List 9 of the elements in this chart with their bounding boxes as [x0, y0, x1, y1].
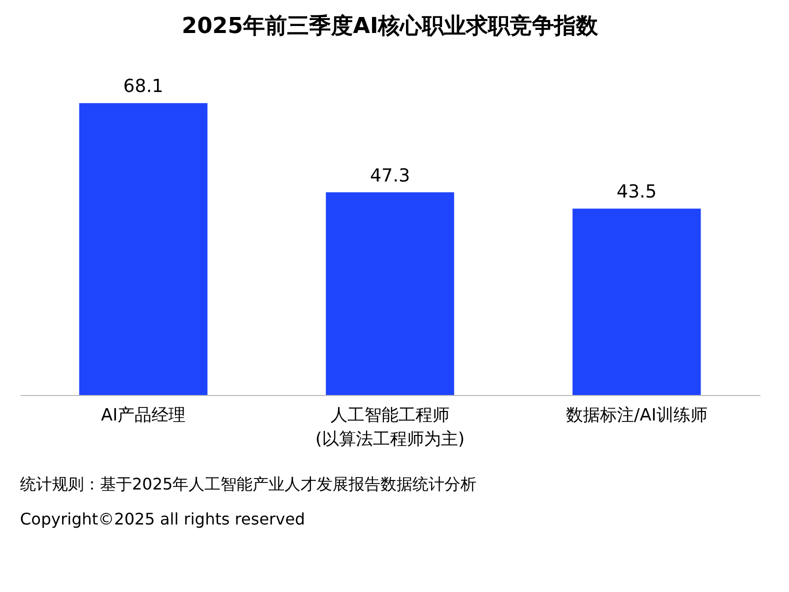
text: 统计规则：基于2025年人工智能产业人才发展报告数据统计分析: [20, 474, 477, 494]
x-tick-label: 数据标注/AI训练师: [566, 406, 708, 426]
x-tick-label: 人工智能工程师 (以算法工程师为主): [315, 406, 465, 450]
data-label: 43.5: [616, 182, 657, 203]
text: Copyright©2025 all rights reserved: [20, 510, 306, 528]
x-tick-label: AI产品经理: [101, 406, 186, 426]
data-label: 68.1: [123, 76, 164, 98]
data-label: 47.3: [370, 165, 410, 186]
chart-title: 2025年前三季度AI核心职业求职竞争指数: [182, 13, 600, 40]
